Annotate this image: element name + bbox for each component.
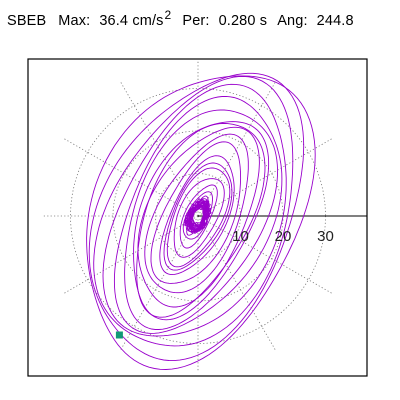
orbit-loop bbox=[133, 121, 270, 321]
station-code: SBEB bbox=[7, 13, 47, 29]
end-point-marker bbox=[115, 331, 123, 339]
ang-label: Ang: bbox=[277, 13, 308, 29]
per-label: Per: bbox=[182, 13, 210, 29]
orbit-loop bbox=[102, 83, 287, 337]
plot-frame bbox=[27, 58, 368, 377]
plot-header: SBEB Max: 36.4 cm/s2 Per: 0.280 s Ang: 244.8 bbox=[7, 8, 354, 29]
tick-label-10: 10 bbox=[232, 228, 249, 245]
orbit-loop bbox=[86, 75, 316, 370]
orbit-loop bbox=[179, 184, 218, 249]
per-value: 0.280 s bbox=[218, 13, 268, 29]
max-label: Max: bbox=[58, 13, 91, 29]
orbit-loop bbox=[136, 123, 266, 318]
tick-label-30: 30 bbox=[317, 228, 334, 245]
orbit-loop bbox=[88, 72, 305, 362]
orbit-loop bbox=[163, 162, 233, 271]
orbit-loop bbox=[113, 95, 283, 334]
max-value: 36.4 cm/s bbox=[99, 13, 164, 29]
orbit-loop bbox=[93, 75, 294, 347]
tick-label-20: 20 bbox=[275, 228, 292, 245]
orbit-loop bbox=[150, 141, 242, 284]
orbit-loop bbox=[137, 126, 260, 308]
orbit-loop bbox=[173, 178, 225, 258]
grid-spoke-30 bbox=[197, 138, 333, 217]
ang-value: 244.8 bbox=[316, 13, 354, 29]
orbit-core-scribble bbox=[183, 198, 212, 235]
orbit-series bbox=[86, 72, 316, 370]
orbit-loop bbox=[124, 109, 279, 330]
orbit-loop bbox=[159, 155, 235, 276]
orbit-loop bbox=[166, 167, 231, 268]
orbit-loop bbox=[144, 133, 249, 294]
max-units-exponent: 2 bbox=[164, 8, 172, 22]
radial-tick-labels: 10 20 30 bbox=[232, 228, 334, 245]
